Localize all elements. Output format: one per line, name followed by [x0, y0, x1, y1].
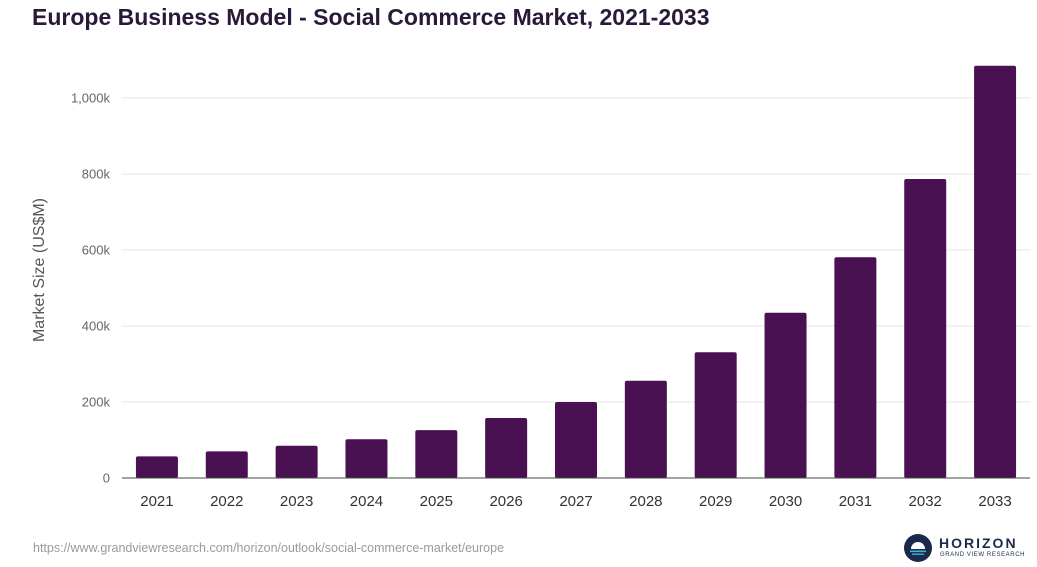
bar-2031[interactable] [834, 257, 877, 478]
source-url[interactable]: https://www.grandviewresearch.com/horizo… [33, 541, 505, 555]
horizon-logo: HORIZON GRAND VIEW RESEARCH [904, 532, 1029, 564]
y-tick-label: 200k [82, 395, 111, 410]
x-tick-label: 2029 [699, 493, 732, 510]
bar-2024[interactable] [345, 439, 388, 478]
logo-subtitle: GRAND VIEW RESEARCH [940, 552, 1026, 558]
x-axis-labels: 2021 2022 2023 2024 2025 2026 2027 2028 2029 2030… [140, 493, 1012, 510]
bars [135, 65, 1017, 478]
x-tick-label: 2033 [978, 493, 1011, 510]
x-tick-label: 2028 [629, 493, 662, 510]
y-axis-ticks: 0 200k 400k 600k 800k 1,000k [71, 91, 111, 486]
logo-name: HORIZON [939, 535, 1018, 551]
x-tick-label: 2021 [140, 493, 173, 510]
x-tick-label: 2031 [839, 493, 872, 510]
chart-title: Europe Business Model - Social Commerce … [32, 4, 710, 30]
horizon-logo-icon [904, 534, 932, 562]
bar-2027[interactable] [555, 402, 597, 478]
y-tick-label: 0 [103, 471, 110, 486]
x-tick-label: 2022 [210, 493, 243, 510]
x-tick-label: 2024 [350, 493, 383, 510]
y-tick-label: 600k [82, 243, 111, 258]
bar-2021[interactable] [135, 456, 178, 478]
y-tick-label: 400k [82, 319, 111, 334]
bar-2033[interactable] [974, 65, 1017, 478]
x-tick-label: 2032 [909, 493, 942, 510]
bar-2029[interactable] [694, 352, 737, 478]
y-tick-label: 800k [82, 167, 111, 182]
y-axis-title: Market Size (US$M) [31, 198, 48, 342]
x-tick-label: 2023 [280, 493, 313, 510]
x-tick-label: 2030 [769, 493, 802, 510]
bar-2028[interactable] [624, 380, 667, 478]
bar-2030[interactable] [764, 312, 807, 478]
gridlines [122, 97, 1030, 403]
x-tick-label: 2025 [420, 493, 453, 510]
x-tick-label: 2026 [489, 493, 522, 510]
bar-2025[interactable] [415, 430, 458, 478]
x-tick-label: 2027 [559, 493, 592, 510]
bar-2023[interactable] [275, 445, 318, 478]
bar-2032[interactable] [904, 178, 947, 478]
bar-2022[interactable] [205, 451, 248, 478]
y-tick-label: 1,000k [71, 91, 111, 106]
bar-2026[interactable] [485, 417, 528, 478]
